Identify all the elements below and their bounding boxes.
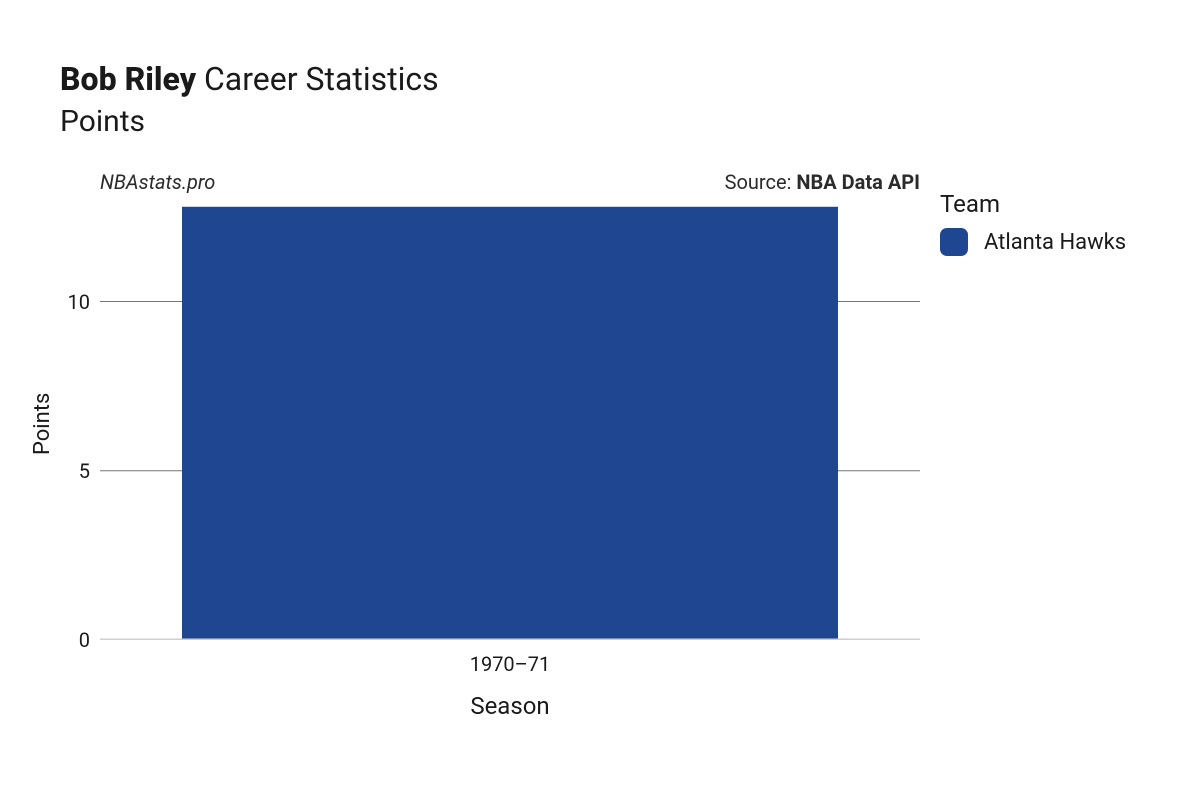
source-label: Source: NBA Data API (725, 170, 920, 194)
brand-label: NBAstats.pro (100, 170, 215, 194)
chart-subtitle: Points (60, 104, 439, 140)
title-suffix: Career Statistics (204, 60, 439, 98)
y-tick-label: 0 (60, 628, 90, 652)
x-axis-title: Season (470, 692, 549, 720)
chart-container: Bob Riley Career Statistics Points NBAst… (0, 0, 1200, 800)
source-prefix: Source: (725, 170, 797, 194)
player-name: Bob Riley (60, 60, 196, 98)
legend-label: Atlanta Hawks (984, 230, 1126, 255)
legend: Team Atlanta Hawks (940, 190, 1126, 256)
plot-svg (100, 200, 920, 640)
legend-item: Atlanta Hawks (940, 228, 1126, 256)
chart-title: Bob Riley Career Statistics (60, 60, 439, 98)
x-tick-label: 1970–71 (470, 652, 551, 676)
legend-items: Atlanta Hawks (940, 228, 1126, 256)
y-tick-label: 10 (60, 290, 90, 314)
bar (182, 207, 838, 640)
bars (182, 207, 838, 640)
subheader: NBAstats.pro Source: NBA Data API (100, 170, 920, 194)
y-tick-label: 5 (60, 459, 90, 483)
legend-swatch (940, 228, 968, 256)
plot-area (100, 200, 920, 640)
source-name: NBA Data API (796, 170, 920, 194)
title-block: Bob Riley Career Statistics Points (60, 60, 439, 140)
y-axis-title: Points (30, 393, 55, 455)
legend-title: Team (940, 190, 1126, 218)
